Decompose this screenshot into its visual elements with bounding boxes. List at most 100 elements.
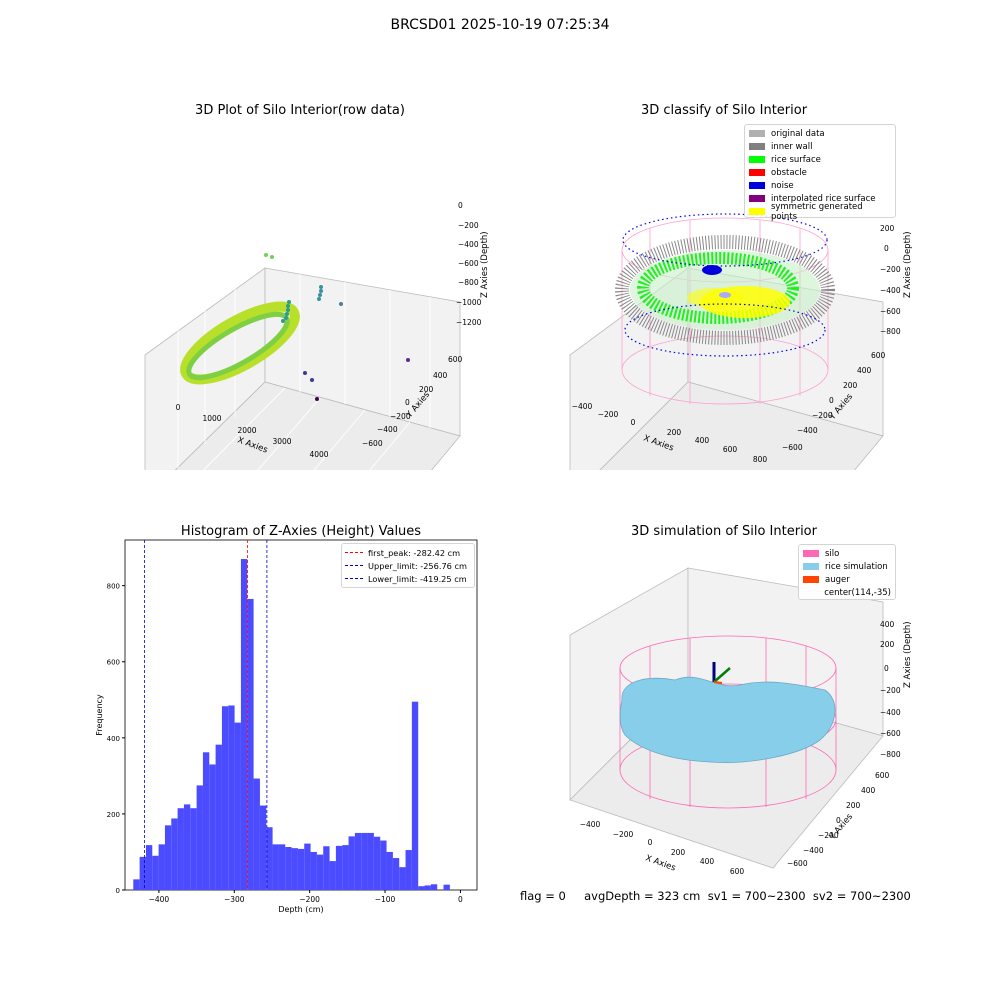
histogram-bar — [240, 559, 248, 890]
histogram-bar — [291, 848, 298, 890]
histogram-bar — [405, 850, 412, 890]
z-axis-label: Z Axies (Depth) — [480, 231, 490, 298]
legend-label: Lower_limit: -419.25 cm — [368, 573, 467, 584]
x-tick: −200 — [613, 830, 634, 839]
histogram-legend: first_peak: -282.42 cm Upper_limit: -256.… — [341, 543, 475, 588]
histogram-bar — [373, 836, 381, 890]
legend-swatch — [749, 195, 765, 202]
z-tick: −400 — [880, 708, 901, 717]
histogram-bar — [367, 832, 374, 890]
histogram-bar — [316, 854, 324, 890]
histogram-bar — [190, 808, 197, 890]
z-tick: −600 — [458, 259, 479, 268]
x-tick: 600 — [730, 867, 745, 876]
histogram-bar — [272, 844, 279, 890]
z-tick: −800 — [458, 278, 479, 287]
y-tick: −600 — [787, 859, 808, 868]
histogram-bar — [392, 858, 400, 890]
histogram-bar — [361, 832, 368, 890]
histogram-bar — [342, 845, 349, 890]
x-tick-label: −100 — [375, 895, 396, 904]
histogram-bar — [354, 832, 362, 890]
z-tick: −1200 — [456, 318, 482, 327]
histogram-bar — [183, 804, 191, 890]
y-tick: 400 — [433, 371, 448, 380]
legend-swatch — [749, 143, 765, 150]
histogram-bar — [285, 847, 292, 890]
legend-label: auger — [825, 574, 850, 585]
histogram-bar — [234, 722, 241, 890]
raw-3d-plot: 0 1000 2000 3000 4000 X Axies 600 400 20… — [144, 201, 490, 470]
z-axis-label: Z Axies (Depth) — [903, 621, 913, 688]
figure-title: BRCSD01 2025-10-19 07:25:34 — [390, 17, 610, 33]
y-tick: −200 — [818, 831, 839, 840]
y-tick: 600 — [875, 771, 890, 780]
legend-item: interpolated rice surface — [749, 192, 891, 205]
histogram-chart: −400 −300 −200 −100 0 0 200 400 600 800 Depth (c… — [95, 539, 478, 914]
x-tick-label: 0 — [458, 895, 463, 904]
y-tick: −400 — [797, 426, 818, 435]
legend-swatch — [803, 563, 819, 570]
legend-label: first_peak: -282.42 cm — [368, 547, 461, 558]
y-tick: −400 — [377, 425, 398, 434]
x-tick: 400 — [695, 436, 710, 445]
y-tick-label: 0 — [116, 887, 120, 895]
histogram-bar — [411, 701, 419, 890]
y-tick-label: 400 — [107, 735, 120, 743]
x-tick: −200 — [598, 410, 619, 419]
legend-swatch — [803, 589, 818, 596]
y-tick: 200 — [419, 385, 434, 394]
legend-item: rice simulation — [803, 560, 891, 573]
legend-swatch — [749, 156, 765, 163]
histogram-bar — [297, 848, 305, 890]
legend-item: inner wall — [749, 140, 891, 153]
histogram-bar — [164, 825, 172, 890]
z-tick: −200 — [880, 686, 901, 695]
histogram-bar — [386, 851, 393, 890]
histogram-bar — [247, 598, 254, 890]
legend-swatch — [749, 182, 765, 189]
y-tick: 0 — [836, 816, 841, 825]
z-tick: 0 — [458, 201, 463, 210]
y-tick: 400 — [861, 786, 876, 795]
y-tick: 200 — [846, 801, 861, 810]
x-tick-label: −300 — [224, 895, 245, 904]
legend-item: auger — [803, 573, 891, 586]
y-tick: −600 — [782, 443, 803, 452]
y-tick: 600 — [871, 351, 886, 360]
z-tick: 200 — [880, 224, 895, 233]
x-tick: 400 — [700, 857, 715, 866]
z-tick: −200 — [458, 221, 479, 230]
legend-item: symmetric generated points — [749, 202, 891, 222]
legend-swatch — [749, 130, 765, 137]
z-tick: 400 — [880, 620, 895, 629]
histogram-bar — [158, 844, 165, 890]
legend-swatch — [803, 550, 819, 557]
histogram-bar — [380, 840, 387, 890]
x-tick: 200 — [667, 428, 682, 437]
x-tick: 0 — [631, 418, 636, 427]
y-tick: −400 — [803, 846, 824, 855]
x-tick: 3000 — [272, 437, 291, 446]
auger — [712, 662, 731, 684]
histogram-bar — [329, 861, 336, 890]
histogram-bar — [430, 884, 438, 890]
x-tick: −400 — [580, 820, 601, 829]
raw-plot-title: 3D Plot of Silo Interior(row data) — [195, 103, 405, 118]
simulation-legend: silo rice simulation auger center(114,-35) — [798, 544, 896, 600]
histogram-bar — [259, 805, 267, 890]
histogram-bar — [171, 818, 178, 890]
legend-item: first_peak: -282.42 cm — [345, 546, 471, 559]
legend-item: Upper_limit: -256.76 cm — [345, 559, 471, 572]
legend-item: noise — [749, 179, 891, 192]
legend-label: silo — [825, 548, 840, 559]
y-tick-label: 200 — [107, 811, 120, 819]
x-tick: 0 — [648, 838, 653, 847]
x-tick: 600 — [723, 445, 738, 454]
legend-label: original data — [771, 128, 825, 139]
y-tick: 400 — [857, 366, 872, 375]
z-tick: −600 — [880, 729, 901, 738]
histogram-bar — [323, 846, 330, 890]
x-tick: 200 — [671, 848, 686, 857]
y-tick: −200 — [812, 411, 833, 420]
